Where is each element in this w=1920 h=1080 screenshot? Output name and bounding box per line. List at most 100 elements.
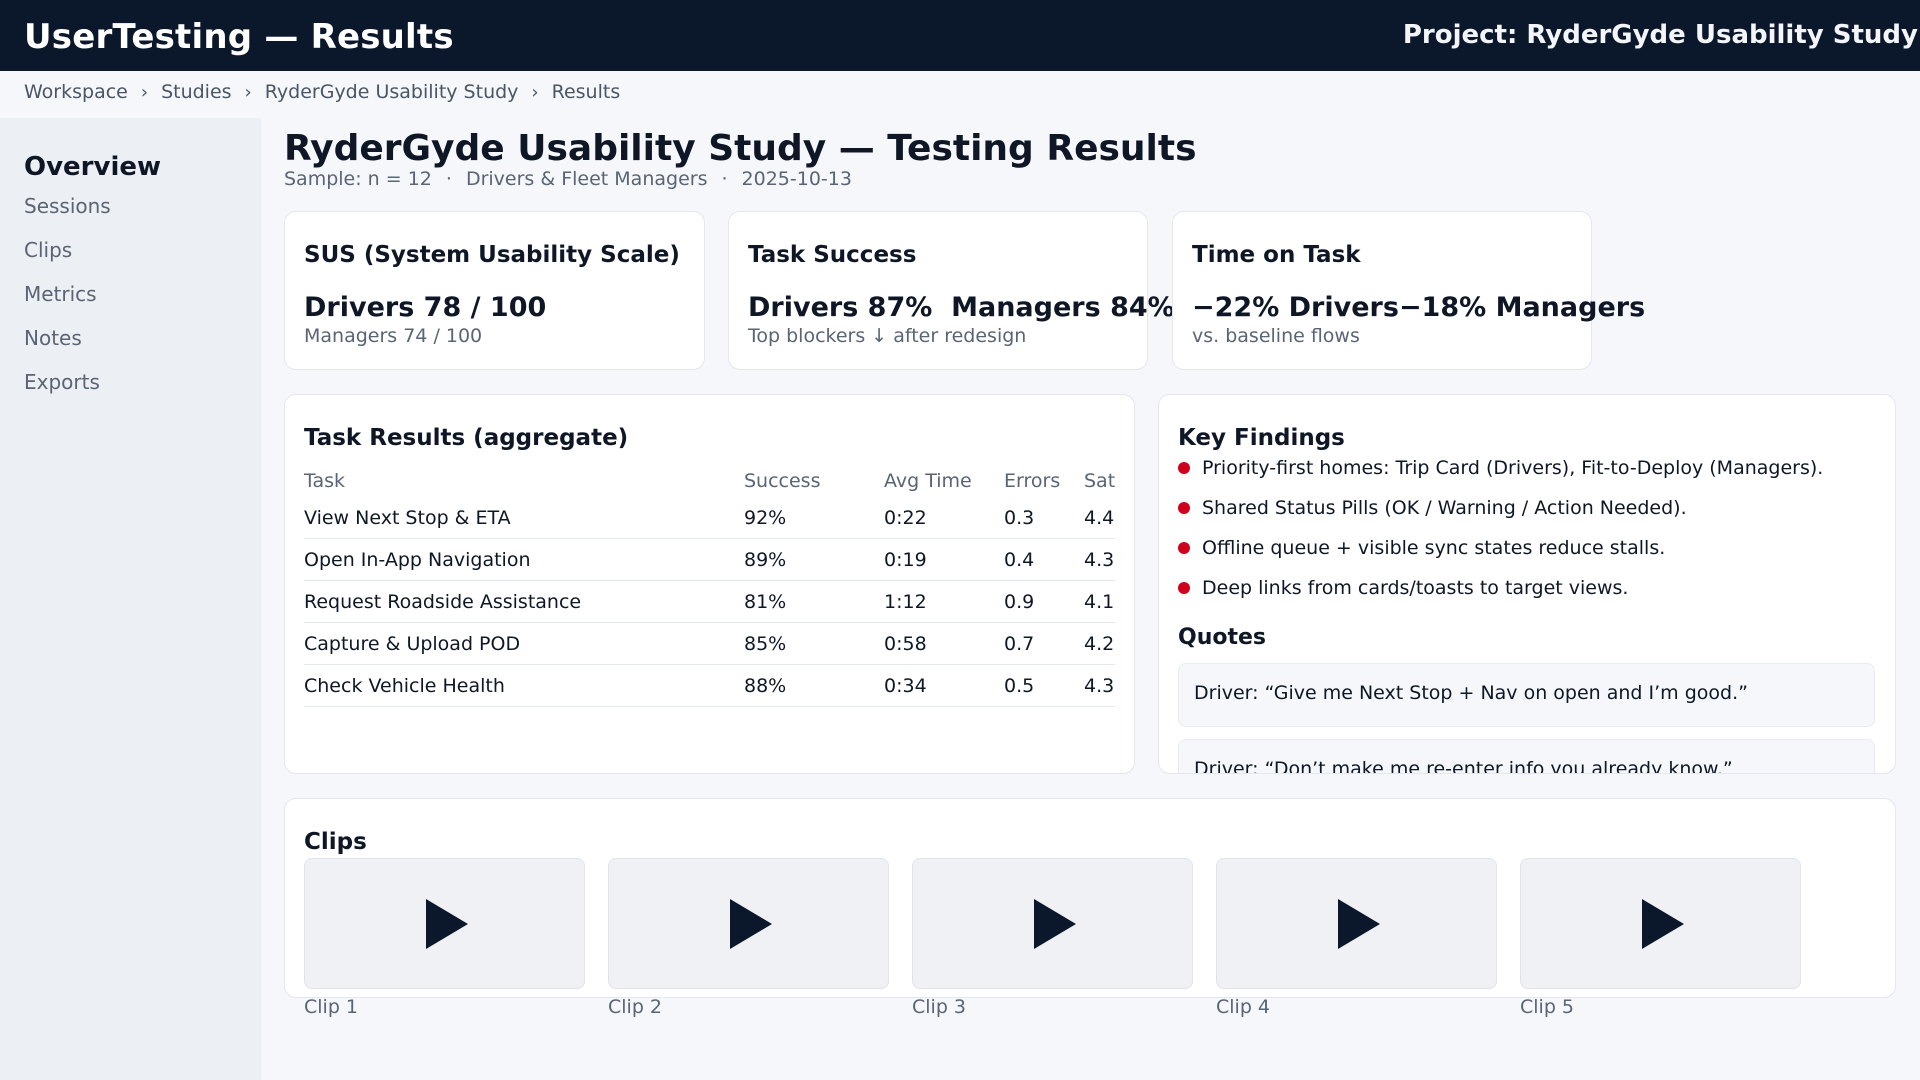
clip-thumbnail-1[interactable] xyxy=(304,858,585,989)
play-icon xyxy=(1642,899,1684,949)
task-results-card: Task Results (aggregate) Task Success Av… xyxy=(284,394,1135,774)
sidebar-item-metrics[interactable]: Metrics xyxy=(24,282,97,306)
sus-card-title: SUS (System Usability Scale) xyxy=(304,242,680,268)
breadcrumb-workspace[interactable]: Workspace xyxy=(24,81,128,103)
breadcrumb-separator: › xyxy=(140,81,149,103)
cell-task: Open In-App Navigation xyxy=(304,548,531,571)
sus-drivers-score: Drivers 78 / 100 xyxy=(304,292,547,323)
cell-sat: 4.1 xyxy=(1084,590,1115,613)
sidebar-item-notes[interactable]: Notes xyxy=(24,326,82,350)
table-row: View Next Stop & ETA 92% 0:22 0.3 4.4 xyxy=(304,497,1115,539)
clip-thumbnail-3[interactable] xyxy=(912,858,1193,989)
breadcrumb-separator: › xyxy=(244,81,252,103)
time-on-task-card: Time on Task −22% Drivers−18% Managers v… xyxy=(1172,211,1645,370)
sus-card: SUS (System Usability Scale) Drivers 78 … xyxy=(284,211,705,370)
clip-label[interactable]: Clip 4 xyxy=(1216,996,1271,1018)
cell-avg-time: 0:34 xyxy=(884,674,927,697)
task-success-note: Top blockers ↓ after redesign xyxy=(748,325,1027,347)
task-success-title: Task Success xyxy=(748,242,917,268)
clip-label[interactable]: Clip 5 xyxy=(1520,996,1575,1018)
cell-errors: 0.3 xyxy=(1004,506,1035,529)
participant-groups: Drivers & Fleet Managers xyxy=(465,168,708,190)
task-success-drivers: Drivers 87% xyxy=(748,292,933,323)
quotes-title: Quotes xyxy=(1178,625,1267,650)
cell-sat: 4.4 xyxy=(1084,506,1115,529)
sidebar-item-clips[interactable]: Clips xyxy=(24,238,73,262)
breadcrumb-study[interactable]: RyderGyde Usability Study xyxy=(264,81,519,103)
column-header-sat[interactable]: Sat xyxy=(1084,470,1116,492)
finding-text: Shared Status Pills (OK / Warning / Acti… xyxy=(1202,497,1687,519)
cell-sat: 4.3 xyxy=(1084,548,1115,571)
finding-item: Shared Status Pills (OK / Warning / Acti… xyxy=(1178,497,1687,519)
cell-sat: 4.3 xyxy=(1084,674,1115,697)
play-icon xyxy=(1034,899,1076,949)
key-findings-title: Key Findings xyxy=(1178,425,1345,451)
play-icon xyxy=(730,899,772,949)
clip-label[interactable]: Clip 2 xyxy=(608,996,663,1018)
bullet-dot-icon xyxy=(1178,462,1190,474)
cell-sat: 4.2 xyxy=(1084,632,1115,655)
column-header-task[interactable]: Task xyxy=(304,470,346,492)
play-icon xyxy=(426,899,468,949)
project-label: Project: RyderGyde Usability Study xyxy=(1402,20,1918,50)
clip-thumbnail-2[interactable] xyxy=(608,858,889,989)
cell-success: 85% xyxy=(744,632,787,655)
cell-success: 92% xyxy=(744,506,787,529)
clip-label[interactable]: Clip 3 xyxy=(912,996,967,1018)
sidebar: Overview Sessions Clips Metrics Notes Ex… xyxy=(0,118,261,1080)
sus-managers-score: Managers 74 / 100 xyxy=(304,325,483,347)
clip-thumbnail-5[interactable] xyxy=(1520,858,1801,989)
page-meta: Sample: n = 12 · Drivers & Fleet Managers ·… xyxy=(284,168,852,190)
clip-label[interactable]: Clip 1 xyxy=(304,996,359,1018)
cell-task: Check Vehicle Health xyxy=(304,674,505,697)
finding-item: Deep links from cards/toasts to target v… xyxy=(1178,577,1628,599)
finding-text: Offline queue + visible sync states redu… xyxy=(1202,537,1666,559)
column-header-success[interactable]: Success xyxy=(744,470,821,492)
page-title: RyderGyde Usability Study — Testing Resu… xyxy=(284,128,1197,169)
top-bar: UserTesting — Results Project: RyderGyde… xyxy=(0,0,1920,71)
clips-title: Clips xyxy=(304,829,367,855)
bullet-dot-icon xyxy=(1178,542,1190,554)
table-header: Task Success Avg Time Errors Sat xyxy=(304,465,1115,497)
finding-text: Priority-first homes: Trip Card (Drivers… xyxy=(1202,457,1824,479)
cell-avg-time: 1:12 xyxy=(884,590,927,613)
task-success-card: Task Success Drivers 87% Managers 84% To… xyxy=(728,211,1175,370)
task-success-values: Drivers 87% Managers 84% xyxy=(748,292,1175,323)
time-on-task-drivers: −22% Drivers xyxy=(1192,292,1399,323)
cell-errors: 0.9 xyxy=(1004,590,1035,613)
task-results-title: Task Results (aggregate) xyxy=(304,425,629,451)
sidebar-item-sessions[interactable]: Sessions xyxy=(24,194,111,218)
column-header-errors[interactable]: Errors xyxy=(1004,470,1061,492)
time-on-task-managers: −18% Managers xyxy=(1398,292,1646,323)
column-header-avg-time[interactable]: Avg Time xyxy=(884,470,972,492)
study-date: 2025-10-13 xyxy=(741,168,852,190)
cell-errors: 0.4 xyxy=(1004,548,1035,571)
time-on-task-values: −22% Drivers−18% Managers xyxy=(1192,292,1645,323)
finding-item: Offline queue + visible sync states redu… xyxy=(1178,537,1665,559)
breadcrumb-results[interactable]: Results xyxy=(551,81,621,103)
table-row: Request Roadside Assistance 81% 1:12 0.9… xyxy=(304,581,1115,623)
sidebar-item-exports[interactable]: Exports xyxy=(24,370,100,394)
sample-size: Sample: n = 12 xyxy=(284,168,432,190)
cell-avg-time: 0:58 xyxy=(884,632,927,655)
cell-errors: 0.5 xyxy=(1004,674,1035,697)
sidebar-item-overview[interactable]: Overview xyxy=(24,152,162,182)
play-icon xyxy=(1338,899,1380,949)
clip-thumbnail-4[interactable] xyxy=(1216,858,1497,989)
breadcrumb: Workspace › Studies › RyderGyde Usabilit… xyxy=(24,79,620,105)
table-row: Capture & Upload POD 85% 0:58 0.7 4.2 xyxy=(304,623,1115,665)
cell-avg-time: 0:22 xyxy=(884,506,927,529)
cell-task: Request Roadside Assistance xyxy=(304,590,582,613)
table-row: Check Vehicle Health 88% 0:34 0.5 4.3 xyxy=(304,665,1115,707)
app-title: UserTesting — Results xyxy=(24,17,454,57)
key-findings-card: Key Findings Priority-first homes: Trip … xyxy=(1158,394,1896,774)
breadcrumb-studies[interactable]: Studies xyxy=(161,81,232,103)
quote-card: Driver: “Give me Next Stop + Nav on open… xyxy=(1178,663,1875,727)
meta-separator: · xyxy=(721,168,728,190)
time-on-task-note: vs. baseline flows xyxy=(1192,325,1360,347)
quote-card: Driver: “Don’t make me re-enter info you… xyxy=(1178,739,1875,773)
cell-success: 88% xyxy=(744,674,787,697)
cell-task: Capture & Upload POD xyxy=(304,632,521,655)
task-success-managers: Managers 84% xyxy=(951,292,1175,323)
finding-text: Deep links from cards/toasts to target v… xyxy=(1202,577,1629,599)
